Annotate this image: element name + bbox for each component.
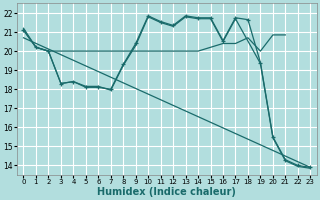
X-axis label: Humidex (Indice chaleur): Humidex (Indice chaleur) [98, 187, 236, 197]
